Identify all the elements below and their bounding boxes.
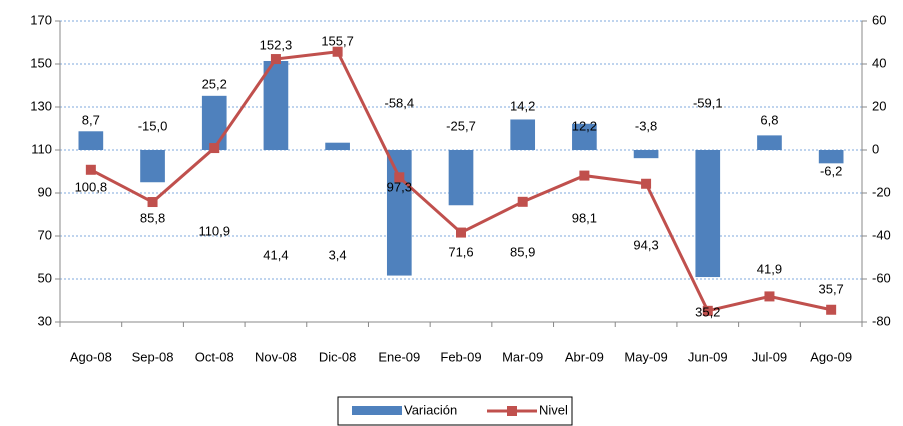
data-label: 6,8	[760, 112, 778, 127]
bar	[263, 60, 289, 150]
marker	[147, 197, 158, 208]
marker	[579, 170, 590, 181]
bar	[140, 150, 165, 183]
data-label: 35,7	[818, 281, 843, 296]
data-label: 85,8	[140, 210, 165, 225]
data-label: -15,0	[138, 118, 168, 133]
x-tick-label: Ago-08	[70, 349, 112, 364]
data-label: -59,1	[693, 95, 723, 110]
marker	[85, 164, 96, 175]
y-tick-label: 150	[30, 55, 52, 70]
data-label: 71,6	[448, 244, 473, 259]
y2-tick-label: 0	[872, 141, 879, 156]
x-tick-label: Sep-08	[132, 349, 174, 364]
marker	[209, 143, 220, 154]
bar	[448, 150, 474, 206]
x-tick-label: Abr-09	[565, 349, 604, 364]
legend-swatch	[507, 406, 517, 416]
marker	[764, 291, 775, 302]
data-label: 155,7	[321, 33, 354, 48]
legend-label: Nivel	[539, 402, 568, 417]
bar	[695, 150, 721, 278]
y-tick-label: 90	[38, 184, 52, 199]
x-tick-label: Ene-09	[378, 349, 420, 364]
marker	[270, 54, 281, 65]
bar	[201, 95, 227, 150]
legend-swatch	[352, 406, 402, 415]
y-tick-label: 170	[30, 12, 52, 27]
bar	[386, 150, 412, 276]
data-label: 152,3	[260, 37, 293, 52]
data-label: 100,8	[75, 179, 108, 194]
y2-tick-label: -20	[872, 184, 891, 199]
data-label: 3,4	[329, 247, 347, 262]
x-tick-label: Ago-09	[810, 349, 852, 364]
y-tick-label: 30	[38, 313, 52, 328]
marker	[517, 196, 528, 207]
legend: Variación Nivel	[337, 396, 573, 426]
bar	[78, 131, 104, 150]
data-label: -25,7	[446, 118, 476, 133]
data-label: 94,3	[633, 237, 658, 252]
bar	[818, 150, 844, 164]
marker	[332, 46, 343, 57]
x-tick-label: Nov-08	[255, 349, 297, 364]
y-tick-label: 110	[31, 141, 52, 156]
data-label: 12,2	[572, 118, 597, 133]
data-label: -3,8	[635, 118, 657, 133]
legend-label: Variación	[404, 402, 457, 417]
y2-tick-label: -60	[872, 270, 891, 285]
bar	[633, 150, 659, 159]
y2-tick-label: -80	[872, 313, 891, 328]
marker	[456, 227, 466, 238]
y-tick-label: 130	[30, 98, 52, 113]
data-label: -6,2	[820, 163, 842, 178]
y2-tick-label: -40	[872, 227, 891, 242]
x-tick-label: Jul-09	[752, 349, 787, 364]
y-tick-label: 50	[38, 270, 52, 285]
y-tick-label: 70	[38, 227, 52, 242]
bar	[757, 135, 782, 150]
x-tick-label: Oct-08	[195, 349, 234, 364]
data-label: 14,2	[510, 98, 535, 113]
marker	[641, 178, 652, 189]
data-label: -58,4	[384, 95, 414, 110]
data-label: 97,3	[387, 179, 412, 194]
bar	[325, 142, 350, 150]
data-label: 41,9	[757, 261, 782, 276]
data-label: 41,4	[263, 247, 288, 262]
bar	[510, 119, 536, 150]
data-label: 35,2	[695, 304, 720, 319]
data-label: 110,9	[198, 223, 230, 238]
marker	[826, 304, 837, 315]
marker	[702, 305, 713, 316]
marker	[394, 172, 405, 183]
x-tick-label: Jun-09	[688, 349, 728, 364]
y2-tick-label: 60	[872, 12, 886, 27]
x-tick-label: Dic-08	[319, 349, 357, 364]
x-tick-label: Feb-09	[440, 349, 481, 364]
x-tick-label: Mar-09	[502, 349, 543, 364]
data-label: 25,2	[202, 76, 227, 91]
bar	[572, 123, 597, 150]
y2-tick-label: 40	[872, 55, 886, 70]
data-label: 98,1	[572, 210, 597, 225]
x-tick-label: May-09	[624, 349, 667, 364]
data-label: 8,7	[82, 112, 100, 127]
y2-tick-label: 20	[872, 98, 886, 113]
data-label: 85,9	[510, 244, 535, 259]
